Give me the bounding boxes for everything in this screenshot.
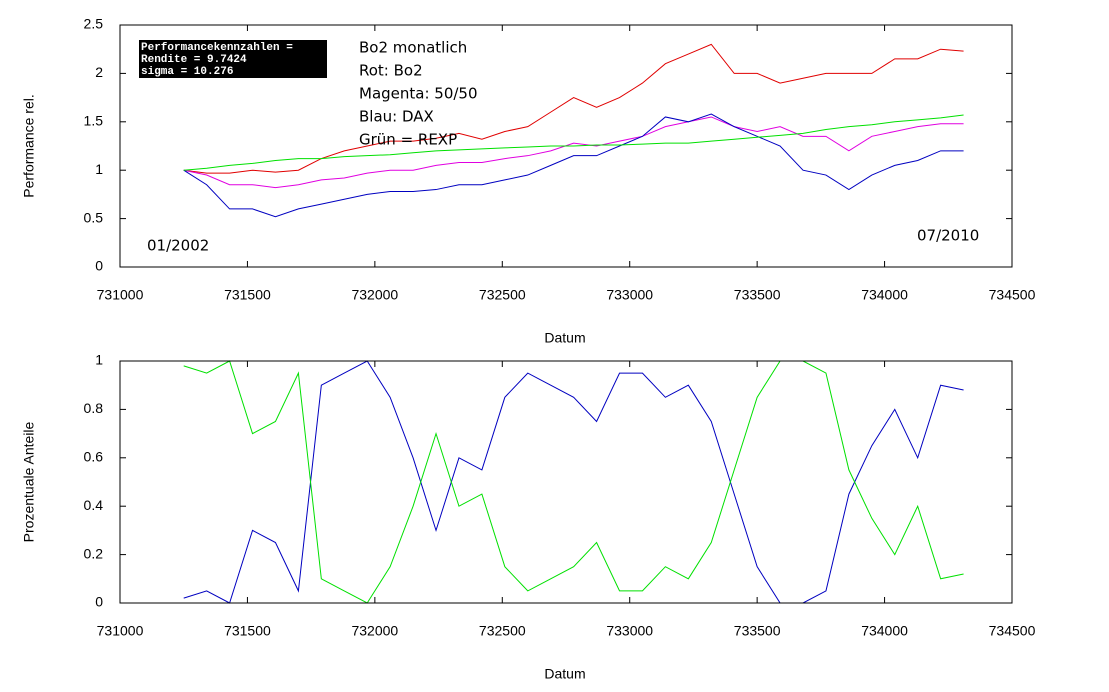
y-tick-label: 0.2 [84, 545, 104, 561]
x-tick-label: 734500 [989, 287, 1036, 303]
y-axis-label: Performance rel. [21, 94, 37, 197]
corner-label: 01/2002 [147, 237, 209, 255]
x-tick-label: 732500 [479, 623, 526, 639]
x-tick-label: 734000 [861, 287, 908, 303]
y-tick-label: 0.6 [84, 449, 104, 465]
series-line [183, 360, 964, 604]
x-tick-label: 731500 [224, 287, 271, 303]
x-tick-label: 731500 [224, 623, 271, 639]
x-tick-label: 734500 [989, 623, 1036, 639]
x-tick-label: 734000 [861, 623, 908, 639]
y-tick-label: 1.5 [84, 113, 104, 129]
y-axis-label: Prozentuale Anteile [21, 421, 37, 542]
x-tick-label: 733000 [606, 623, 653, 639]
y-tick-label: 2 [95, 64, 103, 80]
x-tick-label: 733500 [734, 287, 781, 303]
y-tick-label: 0 [95, 258, 103, 274]
note: Blau: DAX [359, 108, 434, 126]
note: Grün = REXP [359, 131, 457, 149]
x-tick-label: 733500 [734, 623, 781, 639]
x-axis-label: Datum [544, 330, 585, 346]
text-box-line: sigma = 10.276 [141, 66, 233, 78]
series-line [183, 114, 964, 171]
plot-frame [119, 24, 1013, 268]
x-tick-label: 731000 [97, 623, 144, 639]
note: Magenta: 50/50 [359, 85, 478, 103]
y-tick-label: 0 [95, 594, 103, 610]
x-axis-label: Datum [544, 666, 585, 682]
series-line [183, 360, 964, 604]
series-line [183, 43, 964, 174]
plot-frame [119, 360, 1013, 604]
y-tick-label: 1 [95, 161, 103, 177]
text-box-line: Performancekennzahlen = [141, 42, 293, 54]
y-tick-label: 0.4 [84, 497, 104, 513]
x-tick-label: 732500 [479, 287, 526, 303]
series-line [183, 113, 964, 218]
note: Bo2 monatlich [359, 39, 467, 57]
note: Rot: Bo2 [359, 62, 423, 80]
y-tick-label: 2.5 [84, 16, 104, 32]
text-box-line: Rendite = 9.7424 [141, 54, 247, 66]
corner-label: 07/2010 [917, 227, 979, 245]
x-tick-label: 732000 [351, 287, 398, 303]
text-box [139, 40, 327, 78]
x-tick-label: 732000 [351, 623, 398, 639]
series-line [183, 116, 964, 189]
x-tick-label: 731000 [97, 287, 144, 303]
x-tick-label: 733000 [606, 287, 653, 303]
y-tick-label: 1 [95, 352, 103, 368]
y-tick-label: 0.5 [84, 209, 104, 225]
y-tick-label: 0.8 [84, 400, 104, 416]
